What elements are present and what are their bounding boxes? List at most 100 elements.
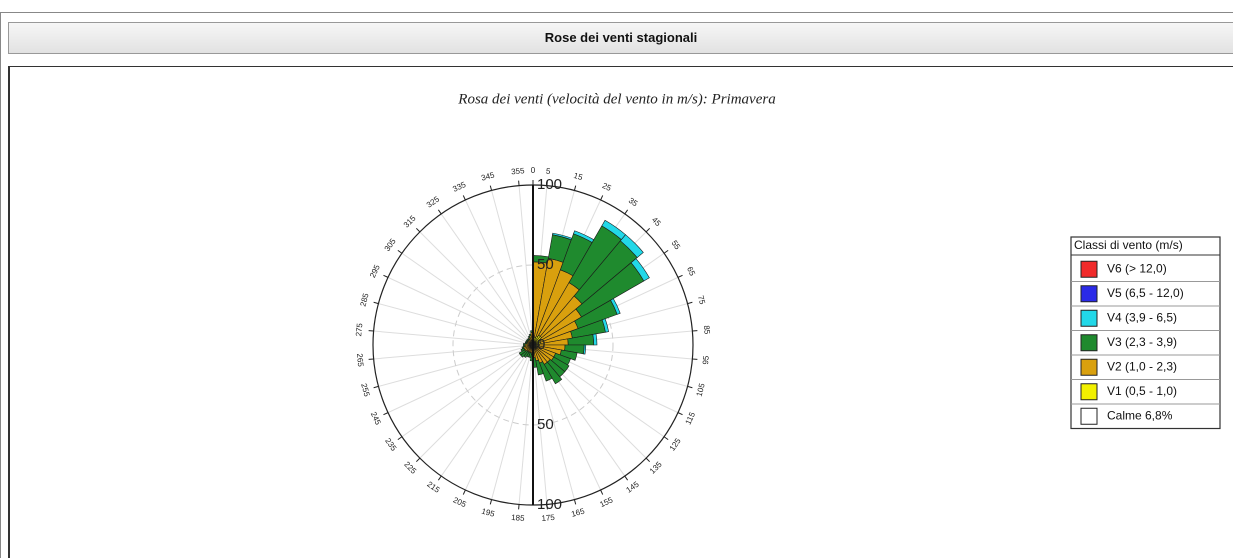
- direction-tick: [573, 185, 577, 191]
- direction-label: 325: [425, 194, 442, 209]
- radial-tick-label: 50: [537, 256, 554, 273]
- sector: [592, 333, 598, 346]
- direction-tick: [624, 475, 629, 481]
- legend-label: V3 (2,3 - 3,9): [1107, 335, 1177, 349]
- direction-tick: [677, 274, 683, 278]
- legend-swatch: [1080, 260, 1098, 278]
- direction-tick: [397, 249, 403, 254]
- direction-label: 355: [511, 166, 526, 176]
- direction-label: 55: [670, 239, 683, 252]
- direction-tick: [462, 489, 466, 495]
- chart-title: Rosa dei venti (velocità del vento in m/…: [457, 91, 775, 107]
- direction-tick: [437, 475, 442, 481]
- direction-label: 285: [358, 292, 370, 308]
- direction-label: 265: [355, 353, 365, 368]
- direction-label: 45: [650, 215, 663, 228]
- direction-label: 275: [354, 322, 364, 337]
- legend-title: Classi di vento (m/s): [1074, 238, 1183, 252]
- direction-tick: [624, 209, 629, 215]
- direction-label: 5: [546, 167, 552, 176]
- direction-label: 295: [368, 263, 382, 279]
- sector: [521, 346, 525, 350]
- direction-label: 105: [695, 382, 707, 398]
- direction-tick: [663, 249, 669, 254]
- direction-tick: [645, 227, 651, 233]
- spoke: [419, 344, 534, 459]
- section-header: Rose dei venti stagionali: [8, 22, 1233, 54]
- legend-swatch: [1080, 407, 1098, 425]
- spoke: [401, 252, 534, 346]
- direction-tick: [687, 385, 693, 389]
- legend-label: V4 (3,9 - 6,5): [1107, 310, 1177, 324]
- direction-label: 95: [701, 355, 711, 365]
- legend-label: V6 (> 12,0): [1107, 261, 1167, 275]
- direction-label: 195: [480, 507, 496, 519]
- direction-label: 175: [541, 513, 556, 523]
- direction-label: 115: [684, 410, 698, 426]
- direction-label: 155: [598, 495, 614, 509]
- direction-label: 85: [702, 325, 712, 335]
- direction-label: 65: [685, 265, 697, 277]
- legend-label: V2 (1,0 - 2,3): [1107, 359, 1177, 373]
- legend-label: V1 (0,5 - 1,0): [1107, 384, 1177, 398]
- direction-tick: [687, 301, 693, 305]
- legend-swatch: [1080, 358, 1098, 376]
- direction-label: 15: [573, 171, 584, 182]
- direction-tick: [489, 499, 493, 505]
- direction-tick: [383, 412, 389, 416]
- legend-swatch: [1080, 285, 1098, 303]
- sector: [610, 298, 621, 315]
- direction-tick: [573, 499, 577, 505]
- spoke: [532, 344, 548, 505]
- legend-swatch: [1080, 383, 1098, 401]
- radial-tick-label: 100: [537, 496, 562, 513]
- legend-swatch: [1080, 334, 1098, 352]
- direction-label: 185: [511, 513, 526, 523]
- sector: [619, 234, 644, 259]
- direction-tick: [373, 385, 379, 389]
- chart-panel: [8, 66, 1233, 558]
- legend-swatch: [1080, 309, 1098, 327]
- sector: [583, 344, 587, 355]
- direction-label: 255: [359, 382, 371, 398]
- sector: [601, 318, 609, 333]
- radial-tick-label: 100: [537, 176, 562, 193]
- direction-label: 215: [425, 480, 442, 495]
- direction-tick: [663, 436, 669, 441]
- sector: [630, 258, 650, 282]
- spoke: [373, 330, 534, 346]
- direction-label: 345: [480, 170, 496, 182]
- direction-tick: [600, 195, 604, 201]
- legend-label: V5 (6,5 - 12,0): [1107, 286, 1184, 300]
- direction-tick: [462, 195, 466, 201]
- direction-tick: [677, 412, 683, 416]
- direction-label: 305: [383, 236, 398, 253]
- spoke: [378, 344, 534, 387]
- direction-label: 75: [696, 294, 707, 305]
- direction-tick: [397, 436, 403, 441]
- spoke: [518, 185, 534, 346]
- direction-tick: [645, 457, 651, 463]
- spoke: [440, 213, 534, 346]
- direction-label: 335: [451, 180, 467, 194]
- direction-tick: [415, 227, 421, 233]
- direction-label: 225: [402, 460, 418, 476]
- direction-label: 315: [402, 213, 418, 229]
- direction-label: 145: [625, 479, 642, 494]
- direction-tick: [373, 301, 379, 305]
- direction-label: 35: [627, 196, 640, 209]
- direction-label: 125: [668, 436, 683, 453]
- direction-label: 135: [648, 459, 664, 475]
- direction-label: 245: [369, 410, 383, 426]
- direction-tick: [437, 209, 442, 215]
- window-frame: [0, 12, 1233, 558]
- direction-tick: [600, 489, 604, 495]
- spoke: [387, 344, 534, 414]
- direction-tick: [383, 274, 389, 278]
- radial-tick-label: 50: [537, 416, 554, 433]
- direction-label: 165: [570, 506, 586, 518]
- direction-tick: [489, 185, 493, 191]
- legend-label: Calme 6,8%: [1107, 408, 1173, 422]
